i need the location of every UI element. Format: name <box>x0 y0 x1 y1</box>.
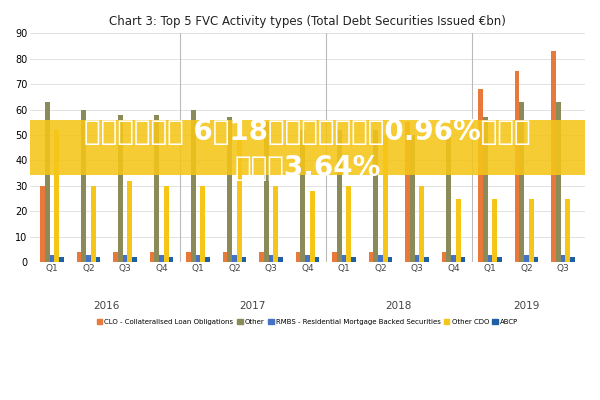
Bar <box>86 254 91 262</box>
Bar <box>127 181 132 262</box>
Bar <box>305 254 310 262</box>
Bar <box>405 122 410 262</box>
Text: 2019: 2019 <box>514 301 540 311</box>
Bar <box>232 254 237 262</box>
Bar <box>337 130 342 262</box>
Bar <box>122 254 127 262</box>
Title: Chart 3: Top 5 FVC Activity types (Total Debt Securities Issued €bn): Chart 3: Top 5 FVC Activity types (Total… <box>109 15 506 28</box>
Bar <box>561 254 565 262</box>
Bar <box>242 257 247 262</box>
Bar <box>159 254 164 262</box>
Bar <box>154 115 159 262</box>
Bar <box>373 130 378 262</box>
Bar <box>446 135 451 262</box>
Bar <box>565 198 570 262</box>
Bar <box>410 135 415 262</box>
Text: 2016: 2016 <box>94 301 120 311</box>
Bar <box>278 257 283 262</box>
Bar <box>497 257 502 262</box>
Bar <box>529 198 534 262</box>
Bar <box>50 254 55 262</box>
Bar <box>415 254 419 262</box>
Bar <box>77 252 82 262</box>
Bar <box>551 51 556 262</box>
Bar <box>383 135 388 262</box>
Bar <box>351 257 356 262</box>
Bar <box>150 252 154 262</box>
Bar <box>223 252 227 262</box>
Text: 2017: 2017 <box>239 301 266 311</box>
Bar <box>378 254 383 262</box>
Bar <box>369 252 373 262</box>
Bar <box>442 252 446 262</box>
Bar <box>456 198 461 262</box>
Bar <box>332 252 337 262</box>
Bar <box>82 110 86 262</box>
Bar <box>191 110 196 262</box>
Bar <box>186 252 191 262</box>
Bar <box>556 102 561 262</box>
Text: 股票资配公司 6月18日纵横转偐上涨0.96%，转股: 股票资配公司 6月18日纵横转偐上涨0.96%，转股 <box>84 118 531 146</box>
Bar <box>515 72 520 262</box>
Bar <box>169 257 173 262</box>
Bar <box>205 257 210 262</box>
Bar <box>132 257 137 262</box>
Bar <box>419 186 424 262</box>
Bar <box>483 117 488 262</box>
Bar <box>40 186 45 262</box>
Text: 2018: 2018 <box>386 301 412 311</box>
Bar <box>478 89 483 262</box>
Bar <box>55 130 59 262</box>
Bar <box>296 252 301 262</box>
Bar <box>200 186 205 262</box>
Bar <box>91 186 95 262</box>
Bar <box>451 254 456 262</box>
Bar <box>237 130 242 262</box>
Bar <box>274 186 278 262</box>
Bar <box>301 130 305 262</box>
Bar <box>269 254 274 262</box>
Bar <box>30 120 585 175</box>
Bar <box>227 117 232 262</box>
Bar <box>534 257 538 262</box>
Bar <box>493 198 497 262</box>
Bar <box>424 257 429 262</box>
Bar <box>524 254 529 262</box>
Bar <box>196 254 200 262</box>
Bar <box>461 257 466 262</box>
Legend: CLO - Collateralised Loan Obligations, Other, RMBS - Residential Mortgage Backed: CLO - Collateralised Loan Obligations, O… <box>94 316 521 328</box>
Bar <box>310 191 314 262</box>
Text: 溢价獲3.64%: 溢价獲3.64% <box>235 154 381 182</box>
Bar <box>45 102 50 262</box>
Bar <box>570 257 575 262</box>
Bar <box>259 252 264 262</box>
Bar <box>118 115 122 262</box>
Bar <box>388 257 392 262</box>
Bar <box>520 102 524 262</box>
Bar <box>95 257 100 262</box>
Bar <box>314 257 319 262</box>
Bar <box>488 254 493 262</box>
Bar <box>59 257 64 262</box>
Bar <box>113 252 118 262</box>
Bar <box>164 186 169 262</box>
Bar <box>264 122 269 262</box>
Bar <box>342 254 346 262</box>
Bar <box>346 186 351 262</box>
